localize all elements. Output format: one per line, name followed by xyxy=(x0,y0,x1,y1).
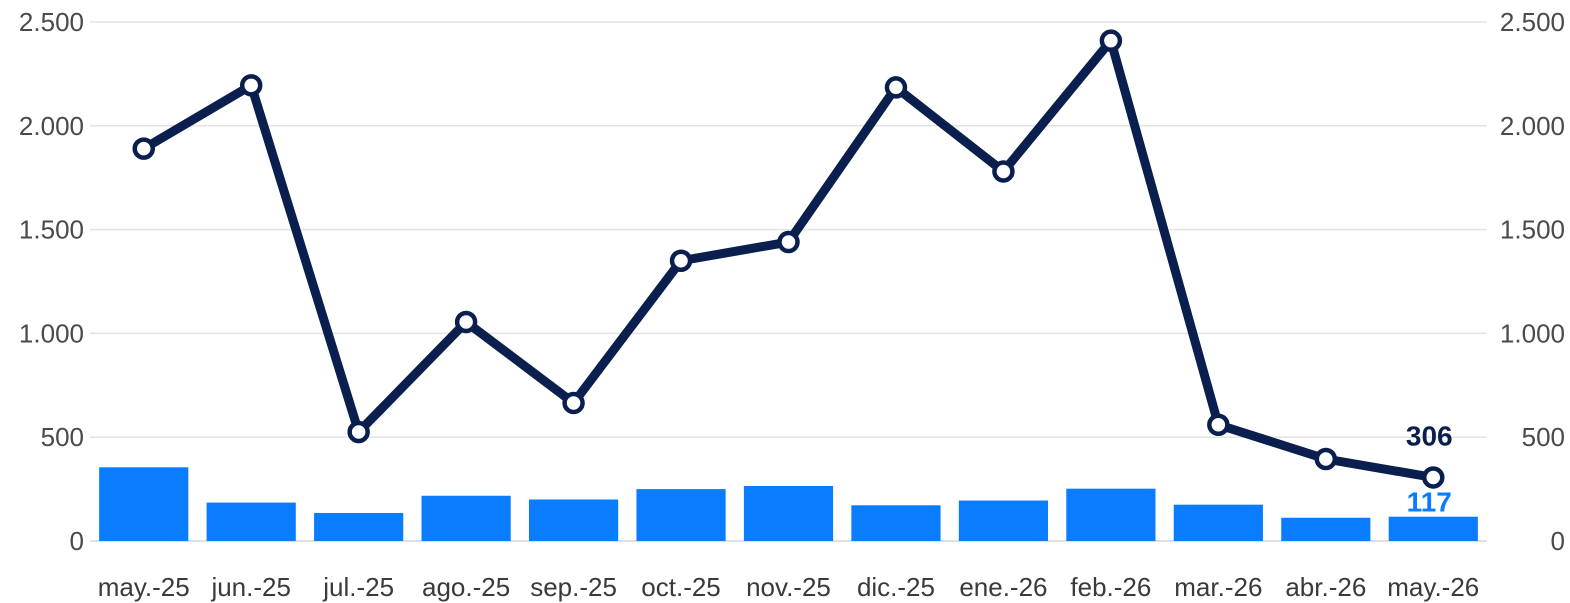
bar xyxy=(421,495,511,541)
line-point xyxy=(1314,447,1338,471)
x-tick-label: sep.-25 xyxy=(530,572,617,602)
y-tick-label: 500 xyxy=(41,422,84,452)
bar xyxy=(99,467,189,541)
line-point xyxy=(454,310,478,334)
y-tick-label: 1.500 xyxy=(19,215,84,245)
annotations: 306 117 xyxy=(1406,420,1453,517)
line-point xyxy=(239,74,263,97)
x-tick-label: feb.-26 xyxy=(1070,572,1151,602)
line-point xyxy=(1099,29,1123,52)
x-tick-label: ago.-25 xyxy=(422,572,510,602)
y-tick-label-right: 1.500 xyxy=(1500,215,1565,245)
x-tick-label: oct.-25 xyxy=(641,572,721,602)
gridlines xyxy=(90,21,1487,542)
bar xyxy=(1173,504,1263,541)
x-axis: may.-25 jun.-25 jul.-25 ago.-25 sep.-25 oct.-… xyxy=(98,572,1480,602)
y-tick-label-right: 2.000 xyxy=(1500,111,1565,141)
bar xyxy=(636,489,726,541)
y-tick-label-right: 1.000 xyxy=(1500,318,1565,348)
series-line xyxy=(139,36,1438,482)
line-point xyxy=(777,230,800,254)
line-series xyxy=(132,29,1445,489)
line-point xyxy=(132,137,155,160)
left-y-axis: 0 500 1.000 1.500 2.000 2.500 xyxy=(19,7,84,556)
bar xyxy=(743,485,834,541)
x-tick-label: ene.-26 xyxy=(959,572,1047,602)
bar xyxy=(314,512,404,541)
line-point xyxy=(884,76,908,99)
bar xyxy=(1281,517,1371,541)
x-tick-label: may.-26 xyxy=(1387,572,1479,602)
y-tick-label: 2.000 xyxy=(19,111,84,141)
last-line-value-label: 306 xyxy=(1406,420,1453,451)
x-tick-label: may.-25 xyxy=(98,572,190,602)
bar xyxy=(851,505,941,541)
line-point xyxy=(992,160,1015,183)
line-point xyxy=(347,420,370,444)
x-tick-label: jul.-25 xyxy=(322,572,394,602)
y-tick-label-right: 0 xyxy=(1551,526,1565,556)
x-tick-label: nov.-25 xyxy=(746,572,831,602)
bar xyxy=(1066,488,1156,541)
y-tick-label-right: 500 xyxy=(1522,422,1565,452)
x-tick-label: dic.-25 xyxy=(857,572,935,602)
line-point xyxy=(562,391,585,415)
last-bar-value-label: 117 xyxy=(1407,487,1452,518)
bar xyxy=(958,500,1049,541)
x-tick-label: jun.-25 xyxy=(210,572,291,602)
bar xyxy=(528,499,619,541)
line-point xyxy=(1422,466,1445,489)
y-tick-label: 0 xyxy=(70,526,84,556)
x-tick-label: abr.-26 xyxy=(1285,572,1366,602)
y-tick-label: 2.500 xyxy=(19,7,84,37)
line-point xyxy=(669,249,693,272)
right-y-axis: 0 500 1.000 1.500 2.000 2.500 xyxy=(1500,7,1565,556)
line-point xyxy=(1207,413,1230,436)
bar-series xyxy=(99,467,1478,541)
x-tick-label: mar.-26 xyxy=(1174,572,1262,602)
y-tick-label-right: 2.500 xyxy=(1500,7,1565,37)
bar xyxy=(1388,516,1478,541)
y-tick-label: 1.000 xyxy=(19,318,84,348)
bar xyxy=(206,502,296,541)
